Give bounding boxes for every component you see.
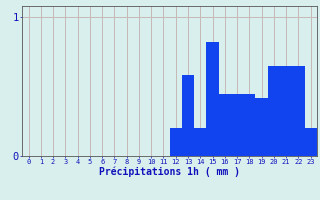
Bar [206, 42, 219, 156]
Bar [305, 128, 317, 156]
Bar [243, 94, 255, 156]
Bar [292, 66, 305, 156]
Bar [219, 94, 231, 156]
Bar [268, 66, 280, 156]
Bar [231, 94, 243, 156]
Bar [170, 128, 182, 156]
Bar [255, 98, 268, 156]
Bar [194, 128, 206, 156]
X-axis label: Précipitations 1h ( mm ): Précipitations 1h ( mm ) [99, 166, 240, 177]
Bar [182, 75, 194, 156]
Bar [280, 66, 292, 156]
